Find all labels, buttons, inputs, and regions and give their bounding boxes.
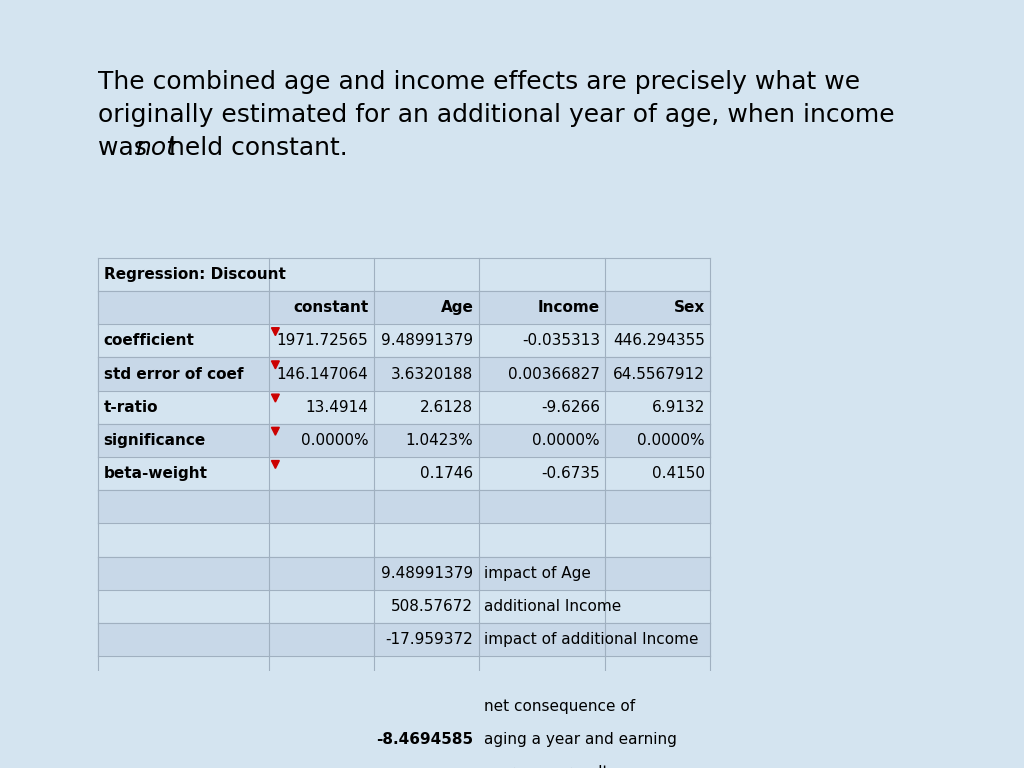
Text: Income: Income [538,300,600,315]
Bar [98,657,711,690]
Text: net consequence of: net consequence of [483,699,635,713]
Text: 9.48991379: 9.48991379 [381,566,473,581]
Text: 1.0423%: 1.0423% [406,433,473,448]
Text: impact of Age: impact of Age [483,566,591,581]
Text: Regression: Discount: Regression: Discount [103,267,286,282]
Text: 146.147064: 146.147064 [276,366,369,382]
Text: std error of coef: std error of coef [103,366,243,382]
Bar [98,590,711,623]
Text: impact of additional Income: impact of additional Income [483,632,698,647]
Text: 0.4150: 0.4150 [652,466,705,482]
Text: aging a year and earning: aging a year and earning [483,732,677,746]
Bar [98,524,711,557]
Bar [98,690,711,723]
Bar [98,723,711,756]
Polygon shape [271,361,280,369]
Bar [98,557,711,590]
Text: 0.0000%: 0.0000% [637,433,705,448]
Text: 6.9132: 6.9132 [651,400,705,415]
Text: 446.294355: 446.294355 [613,333,705,349]
Text: originally estimated for an additional year of age, when income: originally estimated for an additional y… [98,103,895,127]
Polygon shape [271,461,280,468]
Bar [98,291,711,324]
Text: significance: significance [103,433,206,448]
Text: The combined age and income effects are precisely what we: The combined age and income effects are … [98,70,860,94]
Bar [98,623,711,657]
Bar [98,490,711,524]
Text: Age: Age [440,300,473,315]
Text: 9.48991379: 9.48991379 [381,333,473,349]
Text: 0.00366827: 0.00366827 [508,366,600,382]
Bar [98,324,711,357]
Polygon shape [271,427,280,435]
Text: additional Income: additional Income [483,599,622,614]
Text: 2.6128: 2.6128 [420,400,473,415]
Text: 0.1746: 0.1746 [420,466,473,482]
Text: 0.0000%: 0.0000% [301,433,369,448]
Text: 3.6320188: 3.6320188 [391,366,473,382]
Text: held constant.: held constant. [162,136,348,160]
Bar [98,457,711,490]
Polygon shape [271,394,280,402]
Polygon shape [271,328,280,336]
Text: not: not [135,136,176,160]
Bar [98,258,711,291]
Text: constant: constant [293,300,369,315]
Bar [98,756,711,768]
Text: 13.4914: 13.4914 [305,400,369,415]
Text: 0.0000%: 0.0000% [532,433,600,448]
Text: -0.035313: -0.035313 [522,333,600,349]
Text: more as a result: more as a result [483,765,608,768]
Text: 64.5567912: 64.5567912 [613,366,705,382]
Text: 1971.72565: 1971.72565 [276,333,369,349]
Text: was: was [98,136,156,160]
Text: coefficient: coefficient [103,333,195,349]
Text: -17.959372: -17.959372 [386,632,473,647]
Text: Sex: Sex [674,300,705,315]
Bar [98,357,711,391]
Text: -0.6735: -0.6735 [542,466,600,482]
Text: 508.57672: 508.57672 [391,599,473,614]
Text: -9.6266: -9.6266 [541,400,600,415]
Text: beta-weight: beta-weight [103,466,208,482]
Bar [98,424,711,457]
Bar [98,391,711,424]
Text: -8.4694585: -8.4694585 [376,732,473,746]
Text: t-ratio: t-ratio [103,400,158,415]
